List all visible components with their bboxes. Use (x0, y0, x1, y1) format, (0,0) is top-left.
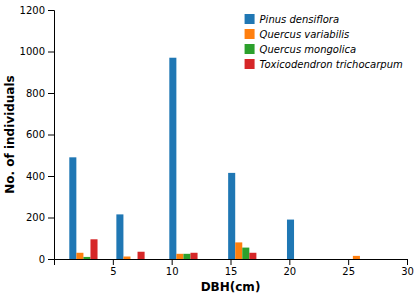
bar (169, 58, 176, 259)
tick: 10 (166, 259, 179, 277)
tick-label: 10 (166, 266, 179, 277)
bar (116, 214, 123, 259)
bar-series (69, 58, 294, 259)
bar (138, 252, 145, 259)
axis-line (55, 260, 408, 266)
bar (294, 259, 301, 260)
bar (308, 259, 315, 260)
legend-label: Quercus mongolica (260, 44, 357, 55)
y-axis: 0 200 400 600 800 1000 1200 (20, 5, 55, 265)
tick-label: 600 (26, 129, 45, 140)
tick-label: 5 (110, 266, 116, 277)
bar (228, 173, 235, 259)
tick-mark (231, 259, 232, 265)
legend-item: Pinus densiflora (245, 14, 340, 25)
legend-item: Toxicodendron trichocarpum (245, 59, 403, 70)
bar (90, 239, 97, 259)
bar-series (83, 248, 249, 259)
legend-swatch (245, 59, 255, 69)
bar (190, 253, 197, 259)
axis-line (48, 11, 55, 260)
tick-mark (48, 135, 54, 136)
tick-label: 800 (26, 88, 45, 99)
bar (130, 259, 137, 260)
tick: 0 (39, 254, 54, 265)
legend-swatch (245, 14, 255, 24)
tick-mark (172, 259, 173, 265)
legend-label: Quercus variabilis (260, 29, 350, 40)
bar (76, 253, 83, 259)
tick-label: 25 (342, 266, 355, 277)
bar (123, 257, 130, 259)
legend-swatch (245, 44, 255, 54)
tick-mark (348, 259, 349, 265)
legend-label: Toxicodendron trichocarpum (260, 59, 403, 70)
bar (353, 256, 360, 259)
tick-label: 400 (26, 171, 45, 182)
tick: 400 (26, 171, 54, 182)
tick: 30 (401, 259, 414, 277)
tick-label: 200 (26, 212, 45, 223)
x-axis: 5 10 15 20 25 30 (55, 259, 414, 277)
tick: 15 (225, 259, 238, 277)
tick-mark (407, 259, 408, 265)
bar (367, 259, 374, 260)
tick: 600 (26, 129, 54, 140)
tick-mark (48, 176, 54, 177)
tick-mark (289, 259, 290, 265)
tick-label: 0 (39, 254, 45, 265)
tick: 5 (110, 259, 116, 277)
bar-series (90, 239, 256, 259)
bar (83, 257, 90, 259)
tick-mark (48, 93, 54, 94)
chart: 5 10 15 20 25 30 0 200 400 600 800 1000 1200 DBH(cm) N… (0, 0, 419, 297)
bar (176, 254, 183, 259)
bar (287, 220, 294, 259)
tick: 1200 (20, 5, 54, 16)
bar (301, 259, 308, 260)
bar (242, 248, 249, 259)
tick: 25 (342, 259, 355, 277)
tick: 20 (283, 259, 296, 277)
tick: 800 (26, 88, 54, 99)
tick-label: 20 (283, 266, 296, 277)
tick-mark (48, 10, 54, 11)
x-axis-title: DBH(cm) (201, 280, 261, 294)
tick: 1000 (20, 46, 54, 57)
tick-mark (48, 259, 54, 260)
tick-label: 1000 (20, 46, 45, 57)
bar (183, 254, 190, 259)
tick-mark (48, 52, 54, 53)
legend-item: Quercus mongolica (245, 44, 357, 55)
tick-label: 15 (225, 266, 238, 277)
bar (69, 157, 76, 259)
tick: 200 (26, 212, 54, 223)
bar (235, 242, 242, 259)
legend-label: Pinus densiflora (260, 14, 340, 25)
tick-label: 30 (401, 266, 414, 277)
bar (249, 253, 256, 259)
tick-label: 1200 (20, 5, 45, 16)
bar (346, 259, 353, 260)
tick-mark (113, 259, 114, 265)
legend: Pinus densiflora Quercus variabilis Quercu… (245, 14, 403, 70)
legend-item: Quercus variabilis (245, 29, 350, 40)
legend-swatch (245, 29, 255, 39)
tick-mark (48, 218, 54, 219)
y-axis-title: No. of individuals (3, 75, 17, 193)
plot-area (69, 58, 360, 259)
bar-series (76, 242, 360, 259)
bar (360, 259, 367, 260)
